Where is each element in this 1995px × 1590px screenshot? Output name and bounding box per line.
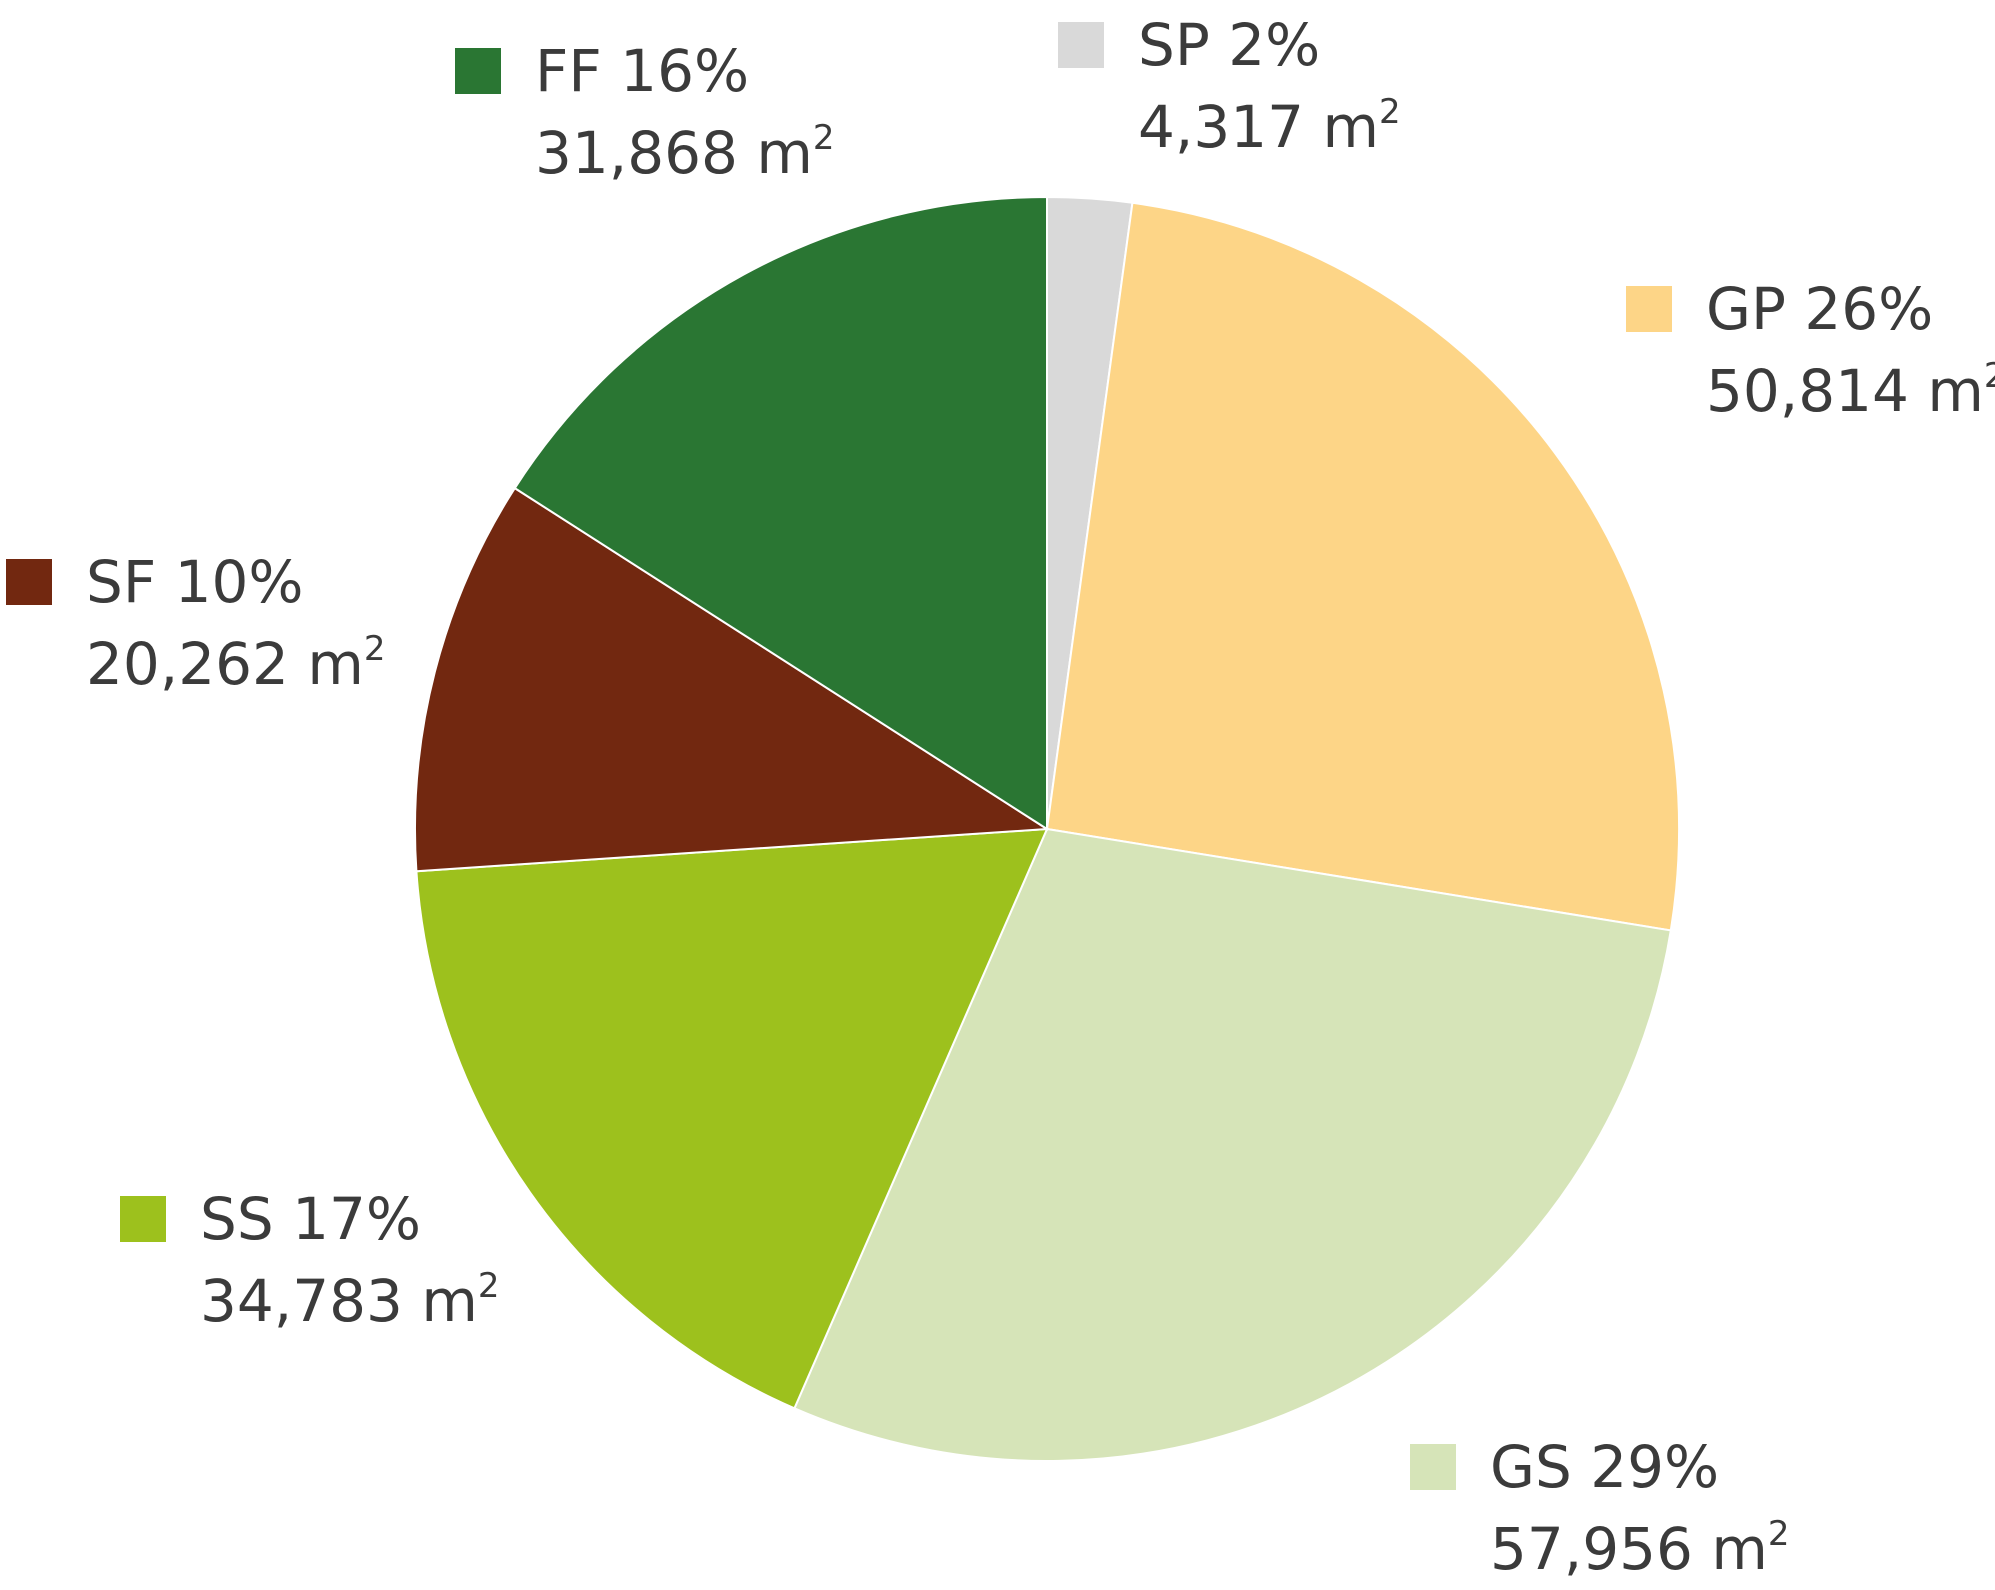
legend-percent-sp: SP 2% [1138,4,1401,86]
legend-percent-value-ss: 17% [292,1185,421,1253]
legend-text-sf: SF 10% 20,262 m2 [86,541,386,705]
legend-area-value-ss: 34,783 m [200,1267,478,1335]
legend-swatch-sp [1058,22,1104,68]
legend-area-value-ff: 31,868 m [535,119,813,187]
legend-label-gs: GS [1490,1433,1572,1501]
legend-area-ff: 31,868 m2 [535,112,835,194]
legend-area-unit-sp: 2 [1378,92,1401,132]
legend-label-gp: GP [1706,275,1786,343]
legend-text-sp: SP 2% 4,317 m2 [1138,4,1401,168]
legend-area-value-sp: 4,317 m [1138,93,1379,161]
legend-area-gs: 57,956 m2 [1490,1508,1790,1590]
legend-percent-value-sf: 10% [174,548,304,616]
legend-swatch-sf [6,559,52,605]
pie-slice-gs [793,827,1672,1462]
legend-percent-value-gp: 26% [1804,275,1934,343]
legend-swatch-ss [120,1196,166,1242]
legend-area-unit-ff: 2 [812,118,835,158]
legend-label-ff: FF [535,37,602,105]
pie-slices [413,195,1681,1462]
legend-label-ss: SS [200,1185,274,1253]
legend-area-value-gp: 50,814 m [1706,357,1984,425]
legend-percent-gs: GS 29% [1490,1426,1790,1508]
legend-percent-ff: FF 16% [535,30,835,112]
pie-slice-ff [513,195,1048,831]
pie-slice-sf [413,486,1051,873]
legend-area-unit-ss: 2 [477,1266,500,1306]
legend-area-unit-gs: 2 [1767,1514,1790,1554]
pie-slice-gp [1045,201,1681,932]
legend-text-gs: GS 29% 57,956 m2 [1490,1426,1790,1590]
pie-slice-ss [415,827,1049,1410]
legend-area-value-gs: 57,956 m [1490,1515,1768,1583]
legend-area-sp: 4,317 m2 [1138,86,1401,168]
legend-percent-gp: GP 26% [1706,268,1995,350]
legend-swatch-gs [1410,1444,1456,1490]
legend-swatch-ff [455,48,501,94]
legend-label-sp: SP [1138,11,1210,79]
legend-percent-ss: SS 17% [200,1178,500,1260]
legend-percent-value-sp: 2% [1228,11,1321,79]
legend-percent-sf: SF 10% [86,541,386,623]
legend-text-gp: GP 26% 50,814 m2 [1706,268,1995,432]
legend-swatch-gp [1626,286,1672,332]
legend-area-unit-sf: 2 [363,629,386,669]
legend-text-ff: FF 16% 31,868 m2 [535,30,835,194]
legend-percent-value-gs: 29% [1590,1433,1720,1501]
legend-area-ss: 34,783 m2 [200,1260,500,1342]
legend-text-ss: SS 17% 34,783 m2 [200,1178,500,1342]
legend-area-unit-gp: 2 [1983,356,1995,396]
legend-area-gp: 50,814 m2 [1706,350,1995,432]
legend-percent-value-ff: 16% [620,37,750,105]
legend-area-value-sf: 20,262 m [86,630,364,698]
legend-label-sf: SF [86,548,157,616]
legend-area-sf: 20,262 m2 [86,623,386,705]
